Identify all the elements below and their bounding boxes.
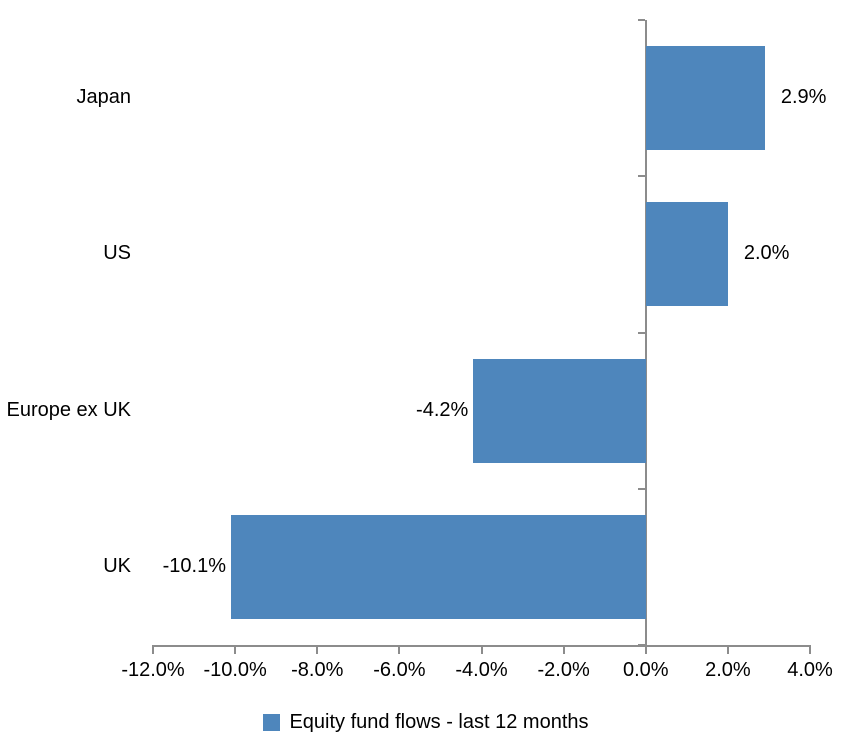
chart-legend: Equity fund flows - last 12 months	[0, 711, 852, 734]
category-label: Japan	[76, 86, 132, 109]
value-label: 2.0%	[743, 242, 790, 265]
y-axis-tick	[637, 487, 645, 490]
x-axis-tick	[234, 645, 237, 654]
value-label: -4.2%	[416, 398, 469, 421]
x-axis-tick	[562, 645, 565, 654]
bar	[645, 46, 765, 151]
y-axis-tick	[637, 19, 645, 21]
x-tick-label: -2.0%	[537, 659, 590, 681]
x-axis-tick	[809, 645, 811, 654]
x-axis-tick	[152, 645, 154, 654]
x-axis-tick	[480, 645, 483, 654]
value-label: -10.1%	[162, 554, 227, 577]
x-tick-label: -12.0%	[121, 659, 185, 681]
x-tick-label: 0.0%	[622, 659, 669, 681]
x-tick-label: 4.0%	[787, 659, 833, 681]
x-axis-tick	[398, 645, 401, 654]
bar	[473, 358, 646, 463]
y-axis-tick	[637, 331, 645, 334]
category-label: UK	[103, 554, 131, 577]
x-axis-tick	[316, 645, 319, 654]
y-axis-line	[644, 20, 647, 652]
x-axis-tick	[726, 645, 729, 654]
bar	[231, 514, 646, 619]
legend-swatch-icon	[263, 714, 281, 731]
x-tick-label: 2.0%	[705, 659, 751, 681]
y-axis-tick	[637, 644, 645, 646]
x-tick-label: -6.0%	[373, 659, 426, 681]
y-axis-tick	[637, 175, 645, 178]
category-label: US	[103, 242, 131, 265]
x-tick-label: -10.0%	[203, 659, 267, 681]
x-tick-label: -4.0%	[455, 659, 508, 681]
legend-label: Equity fund flows - last 12 months	[289, 711, 589, 733]
category-label: Europe ex UK	[6, 398, 131, 421]
bar	[645, 202, 728, 307]
value-label: 2.9%	[780, 86, 827, 109]
x-tick-label: -8.0%	[291, 659, 344, 681]
